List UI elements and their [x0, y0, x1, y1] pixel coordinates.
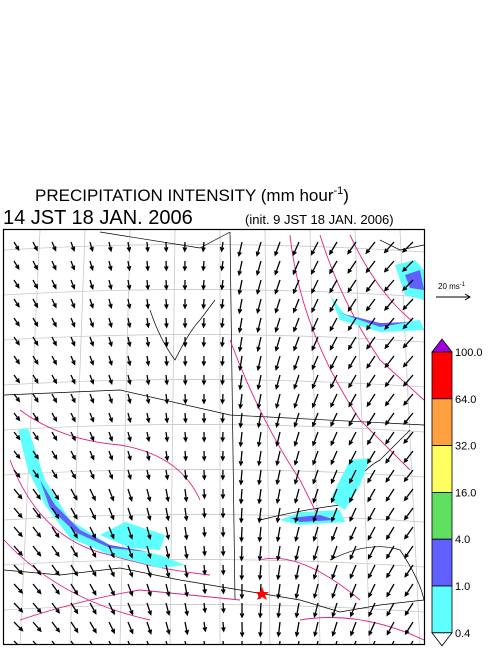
title: PRECIPITATION INTENSITY (mm hour-1)	[35, 185, 349, 205]
init-time: (init. 9 JST 18 JAN. 2006)	[245, 212, 394, 227]
map	[4, 230, 424, 645]
colorbar-label: 4.0	[455, 534, 470, 546]
graticule	[4, 230, 424, 645]
colorbar-label: 32.0	[455, 441, 476, 453]
title-superscript: -1	[333, 185, 343, 197]
vector-scale-label: 20 ms-1	[438, 282, 466, 291]
colorbar-label: 100.0	[455, 347, 483, 359]
vector-scale-arrow	[436, 293, 471, 301]
colorbar: 100.0 64.0 32.0 16.0 4.0 1.0 0.4	[431, 338, 483, 647]
colorbar-label: 64.0	[455, 394, 476, 406]
valid-time: 14 JST 18 JAN. 2006	[3, 207, 193, 229]
vector-scale-text: 20 ms	[438, 282, 460, 291]
location-star	[255, 587, 269, 600]
title-text: PRECIPITATION INTENSITY (mm hour	[35, 186, 334, 205]
colorbar-top	[431, 338, 453, 353]
vector-scale-superscript: -1	[460, 282, 466, 288]
coastline	[4, 231, 424, 613]
colorbar-label: 1.0	[455, 581, 470, 593]
map-frame	[2, 228, 426, 646]
colorbar-bottom	[431, 632, 453, 647]
colorbar-band	[431, 398, 453, 446]
colorbar-band	[431, 538, 453, 587]
colorbar-label: 0.4	[455, 628, 470, 640]
colorbar-band	[431, 351, 453, 400]
wind-arrows	[13, 241, 414, 645]
wind-vectors	[13, 241, 414, 645]
colorbar-band	[431, 491, 453, 540]
colorbar-label: 16.0	[455, 487, 476, 499]
colorbar-band	[431, 585, 453, 634]
colorbar-band	[431, 445, 453, 493]
isobar	[4, 234, 424, 641]
title-suffix: )	[343, 186, 349, 205]
